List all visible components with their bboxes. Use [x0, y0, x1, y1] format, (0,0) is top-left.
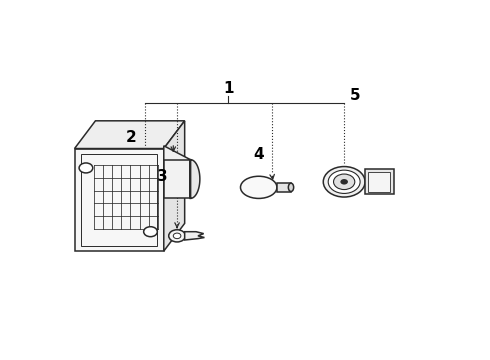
Polygon shape	[276, 183, 291, 192]
Circle shape	[341, 179, 348, 185]
Circle shape	[79, 163, 93, 173]
Ellipse shape	[169, 230, 185, 242]
Circle shape	[323, 167, 365, 197]
Text: 4: 4	[253, 147, 264, 162]
Polygon shape	[185, 232, 204, 240]
Circle shape	[173, 233, 181, 239]
Circle shape	[144, 227, 157, 237]
Polygon shape	[190, 159, 200, 198]
Text: 3: 3	[157, 169, 167, 184]
Polygon shape	[368, 172, 391, 192]
Text: 1: 1	[223, 81, 234, 96]
Polygon shape	[74, 149, 164, 251]
Polygon shape	[164, 121, 185, 251]
Polygon shape	[164, 146, 190, 168]
Text: 5: 5	[350, 88, 361, 103]
Ellipse shape	[241, 176, 277, 198]
Polygon shape	[365, 169, 393, 194]
Circle shape	[334, 174, 355, 190]
Polygon shape	[74, 121, 185, 149]
Text: 2: 2	[126, 130, 137, 145]
Polygon shape	[164, 159, 190, 198]
Ellipse shape	[288, 183, 294, 192]
Circle shape	[328, 170, 360, 193]
